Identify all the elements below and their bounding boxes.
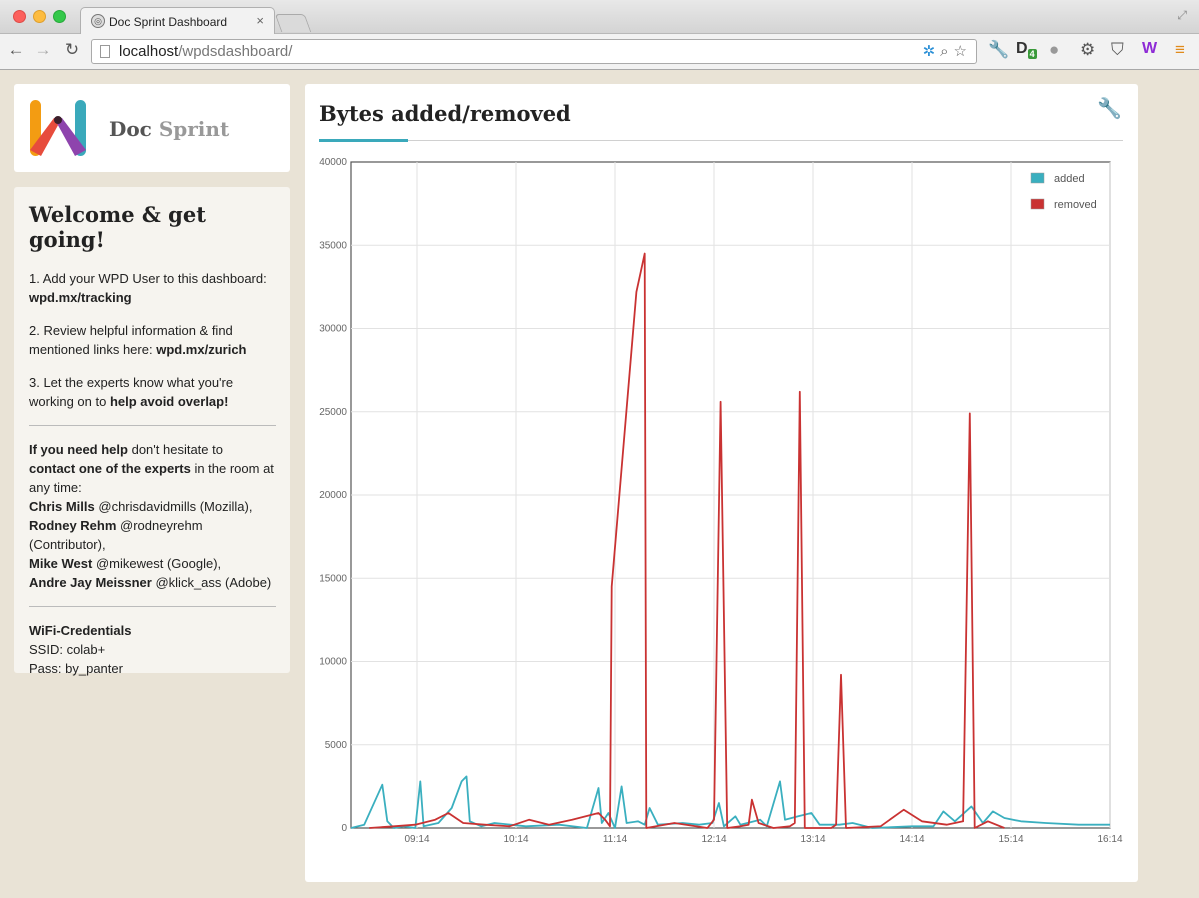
zurich-link[interactable]: wpd.mx/zurich (156, 342, 247, 357)
chart-panel: Bytes added/removed 🔧 0 5000 10000 15000 200… (305, 84, 1138, 882)
y-tick-label: 30000 (319, 324, 347, 335)
zoom-window-button[interactable] (53, 10, 66, 23)
x-tick-label: 15:14 (998, 834, 1023, 845)
browser-tab-strip: ◎ Doc Sprint Dashboard × ⤢ (0, 0, 1199, 35)
settings-wrench-icon[interactable]: 🔧 (1097, 98, 1122, 120)
gear-icon[interactable]: ⚙ (1080, 40, 1096, 59)
menu-icon[interactable]: ≡ (1175, 40, 1185, 59)
title-accent-bar (319, 139, 408, 142)
fullscreen-icon[interactable]: ⤢ (1177, 8, 1187, 22)
chart-title: Bytes added/removed (319, 101, 571, 126)
y-tick-label: 5000 (325, 740, 348, 751)
network-icon[interactable]: ✲ (922, 43, 941, 60)
bookmark-star-icon[interactable]: ☆ (953, 43, 972, 60)
y-tick-label: 35000 (319, 240, 347, 251)
forward-button[interactable]: → (34, 40, 52, 59)
wrench-icon[interactable]: 🔧 (988, 40, 1010, 59)
x-tick-label: 16:14 (1097, 834, 1122, 845)
close-window-button[interactable] (13, 10, 26, 23)
back-button[interactable]: ← (7, 40, 25, 59)
y-tick-label: 20000 (319, 490, 347, 501)
step-1: 1. Add your WPD User to this dashboard: w… (29, 271, 267, 305)
legend-swatch (1030, 198, 1045, 210)
url-text[interactable]: localhost/wpdsdashboard/ (119, 43, 293, 60)
x-tick-label: 14:14 (899, 834, 924, 845)
legend-swatch (1030, 172, 1045, 184)
globe-icon: ◎ (91, 14, 105, 28)
doc-sprint-logo (30, 100, 86, 156)
expert-entry: Mike West @mikewest (Google), (29, 556, 222, 571)
globe-extension-icon[interactable]: ● (1049, 40, 1060, 59)
page-icon (100, 45, 110, 58)
wifi-credentials: WiFi-Credentials SSID: colab+ Pass: by_p… (29, 623, 132, 676)
step-2: 2. Review helpful information & find men… (29, 323, 247, 357)
x-tick-label: 12:14 (701, 834, 726, 845)
browser-tab[interactable]: ◎ Doc Sprint Dashboard × (80, 7, 275, 35)
y-tick-label: 40000 (319, 157, 347, 168)
new-tab-button[interactable] (274, 14, 312, 32)
divider (29, 425, 276, 426)
divider (29, 606, 276, 607)
series-line-removed (369, 252, 1005, 829)
y-tick-label: 15000 (319, 573, 347, 584)
tab-close-button[interactable]: × (256, 13, 264, 28)
expert-entry: Rodney Rehm @rodneyrehm (Contributor), (29, 518, 203, 552)
search-icon[interactable]: ⌕ (940, 43, 954, 60)
expert-entry: Andre Jay Meissner @klick_ass (Adobe) (29, 575, 272, 590)
logo-wordmark: Doc Sprint (109, 117, 230, 141)
minimize-window-button[interactable] (33, 10, 46, 23)
welcome-title: Welcome & get going! (29, 202, 206, 252)
x-tick-label: 13:14 (800, 834, 825, 845)
x-tick-label: 11:14 (603, 834, 628, 845)
logo-card: Doc Sprint (14, 84, 290, 172)
logo-stroke-purple (54, 118, 86, 156)
step-3: 3. Let the experts know what you're work… (29, 375, 234, 409)
logo-dot (54, 116, 62, 124)
bytes-chart: 0 5000 10000 15000 20000 25000 30000 35000 40000… (319, 157, 1123, 845)
tab-title: Doc Sprint Dashboard (109, 15, 228, 29)
title-divider (319, 140, 1123, 141)
y-tick-label: 10000 (319, 657, 347, 668)
y-tick-label: 25000 (319, 407, 347, 418)
y-tick-label: 0 (341, 823, 347, 834)
logo-stroke-red (30, 118, 62, 156)
legend-label: removed (1054, 199, 1097, 211)
legend-label: added (1054, 173, 1085, 185)
reload-button[interactable]: ↻ (64, 40, 80, 59)
tracking-link[interactable]: wpd.mx/tracking (29, 290, 132, 305)
help-text: If you need help don't hesitate to conta… (29, 442, 274, 590)
pocket-icon[interactable]: ⛉ (1111, 40, 1124, 59)
address-bar[interactable]: localhost/wpdsdashboard/ ✲⌕☆ (91, 39, 977, 64)
expert-entry: Chris Mills @chrisdavidmills (Mozilla), (29, 499, 253, 514)
x-tick-label: 09:14 (404, 834, 429, 845)
x-tick-label: 10:14 (503, 834, 528, 845)
w-extension-icon[interactable]: W (1142, 40, 1158, 57)
welcome-card: Welcome & get going! 1. Add your WPD Use… (14, 187, 290, 676)
